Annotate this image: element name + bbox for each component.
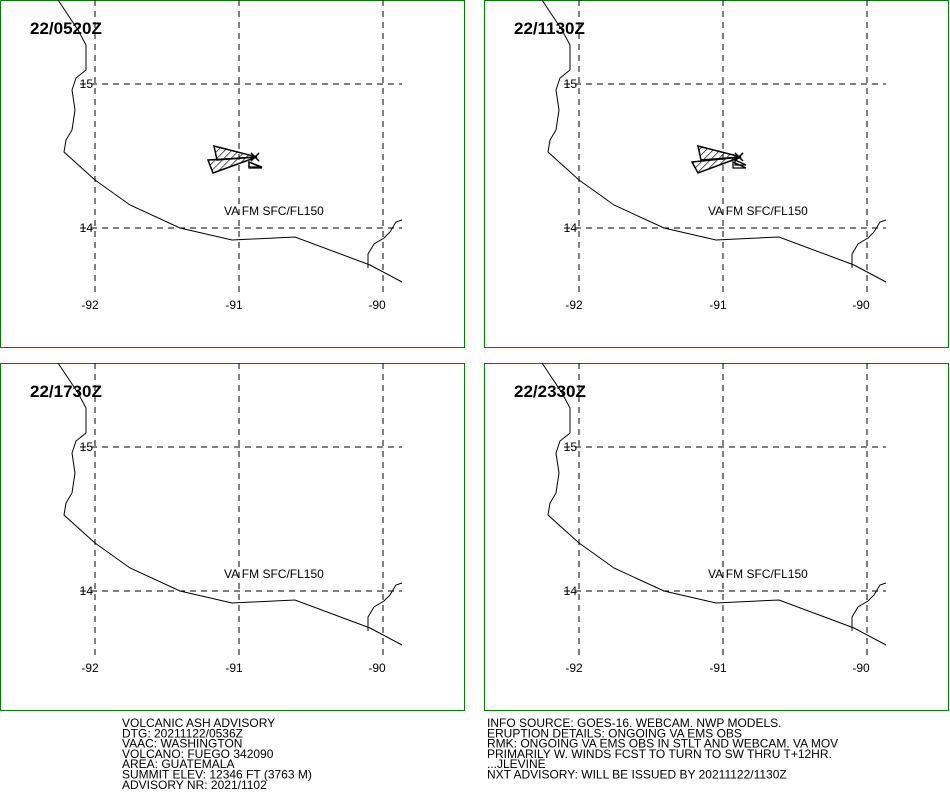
valid-time: 22/1730Z [30,382,102,401]
coastline [57,362,403,646]
advisory-line: DTG: 20211122/0536Z [122,726,243,740]
advisory-line: SUMMIT ELEV: 12346 FT (3763 M) [122,768,312,782]
coastline [541,362,887,646]
lon-label: -92 [565,661,583,675]
lat-label: 15 [564,77,578,91]
ash-cloud [206,152,263,174]
advisory-line: RMK: ONGOING VA EMS OBS IN STLT AND WEBC… [487,737,838,751]
lon-label: -92 [81,661,99,675]
va-label: VA FM SFC/FL150 [224,567,324,581]
lon-label: -92 [81,298,99,312]
map-panel: 22/1130Z VA FM SFC/FL150 15 14 -92 -91 -90 [484,0,949,348]
lon-label: -91 [225,661,243,675]
map-panel: 22/1730Z VA FM SFC/FL150 15 14 -92 -91 -90 [0,362,465,711]
va-label: VA FM SFC/FL150 [224,204,324,218]
va-label: VA FM SFC/FL150 [708,567,808,581]
lat-label: 14 [564,221,578,235]
border [851,219,887,268]
advisory-line: VOLCANO: FUEGO 342090 [122,747,274,761]
lon-label: -91 [709,298,727,312]
border [851,582,887,631]
panel-border [0,363,465,711]
advisory-line: NXT ADVISORY: WILL BE ISSUED BY 20211122… [487,768,787,782]
panel-border [484,363,949,711]
advisory-line: ERUPTION DETAILS: ONGOING VA EMS OBS [487,726,742,740]
volcano-marker [250,152,260,162]
panel-border [0,0,465,348]
lon-label: -91 [225,298,243,312]
ash-area [206,156,258,174]
lat-label: 15 [80,440,94,454]
ash-cloud [690,152,747,174]
map-panel: 22/0520Z VA FM SFC/FL150 15 14 -92 -91 -90 [0,0,465,348]
lon-label: -91 [709,661,727,675]
lon-label: -90 [852,298,870,312]
lon-label: -90 [368,661,386,675]
advisory-line: VOLCANIC ASH ADVISORY [122,716,275,730]
lat-label: 15 [564,440,578,454]
lon-label: -90 [368,298,386,312]
border [367,219,403,268]
lat-label: 14 [80,221,94,235]
lat-label: 15 [80,77,94,91]
lon-label: -92 [565,298,583,312]
advisory-line: ADVISORY NR: 2021/1102 [122,778,267,792]
advisory-line: INFO SOURCE: GOES-16. WEBCAM. NWP MODELS… [487,716,782,730]
valid-time: 22/1130Z [514,19,585,38]
ash-area [690,156,742,174]
volcano-marker [734,152,744,162]
ash-arrow [734,158,747,166]
border [367,582,403,631]
advisory-line: AREA: GUATEMALA [122,757,234,771]
lat-label: 14 [564,584,578,598]
advisory-line: ...JLEVINE [487,757,546,771]
advisory-line: VAAC: WASHINGTON [122,737,242,751]
map-panel: 22/2330Z VA FM SFC/FL150 15 14 -92 -91 -90 [484,362,949,711]
valid-time: 22/0520Z [30,19,102,38]
va-label: VA FM SFC/FL150 [708,204,808,218]
panel-border [484,0,949,348]
advisory-line: PRIMARILY W. WINDS FCST TO TURN TO SW TH… [487,747,832,761]
lon-label: -90 [852,661,870,675]
coastline [57,0,403,283]
valid-time: 22/2330Z [514,382,586,401]
coastline [541,0,887,283]
ash-arrow [248,161,263,168]
lat-label: 14 [80,584,94,598]
